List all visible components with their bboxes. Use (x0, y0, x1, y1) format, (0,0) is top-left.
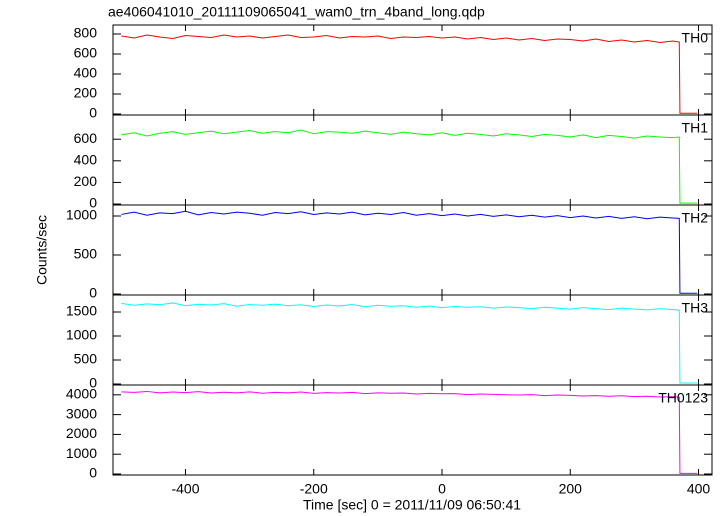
y-tick-label: 3000 (66, 405, 97, 421)
y-tick-label: 2000 (66, 425, 97, 441)
x-tick-label: -400 (171, 481, 199, 497)
series-label: TH1 (682, 120, 709, 136)
y-tick-label: 4000 (66, 386, 97, 402)
y-tick-label: 200 (74, 173, 98, 189)
x-tick-label: 200 (559, 481, 583, 497)
series-line (121, 390, 698, 474)
series-label: TH0123 (658, 390, 708, 406)
y-axis-label: Counts/sec (34, 215, 50, 285)
y-tick-label: 0 (89, 105, 97, 121)
y-tick-label: 600 (74, 130, 98, 146)
y-tick-label: 400 (74, 65, 98, 81)
y-tick-label: 800 (74, 25, 98, 41)
series-label: TH2 (682, 210, 709, 226)
y-tick-label: 1000 (66, 207, 97, 223)
series-line (121, 129, 698, 204)
y-tick-label: 200 (74, 85, 98, 101)
series-label: TH0 (682, 30, 709, 46)
y-tick-label: 1000 (66, 445, 97, 461)
y-tick-label: 600 (74, 45, 98, 61)
x-axis-label: Time [sec] 0 = 2011/11/09 06:50:41 (303, 497, 521, 513)
y-tick-label: 500 (74, 351, 98, 367)
y-tick-label: 0 (89, 195, 97, 211)
x-tick-label: 0 (438, 481, 446, 497)
y-tick-label: 1500 (66, 303, 97, 319)
chart-title: ae406041010_20111109065041_wam0_trn_4ban… (108, 4, 485, 20)
series-line (121, 210, 698, 294)
series-line (121, 302, 698, 384)
y-tick-label: 500 (74, 246, 98, 262)
y-tick-label: 1000 (66, 327, 97, 343)
series-line (121, 34, 698, 114)
y-tick-label: 0 (89, 285, 97, 301)
y-tick-label: 400 (74, 152, 98, 168)
y-tick-label: 0 (89, 375, 97, 391)
plot-frame (112, 384, 713, 476)
x-tick-label: 400 (687, 481, 711, 497)
plot-frame (112, 114, 713, 206)
x-tick-label: -200 (300, 481, 328, 497)
y-tick-label: 0 (89, 465, 97, 481)
series-label: TH3 (682, 300, 709, 316)
plot-frame (112, 24, 713, 116)
